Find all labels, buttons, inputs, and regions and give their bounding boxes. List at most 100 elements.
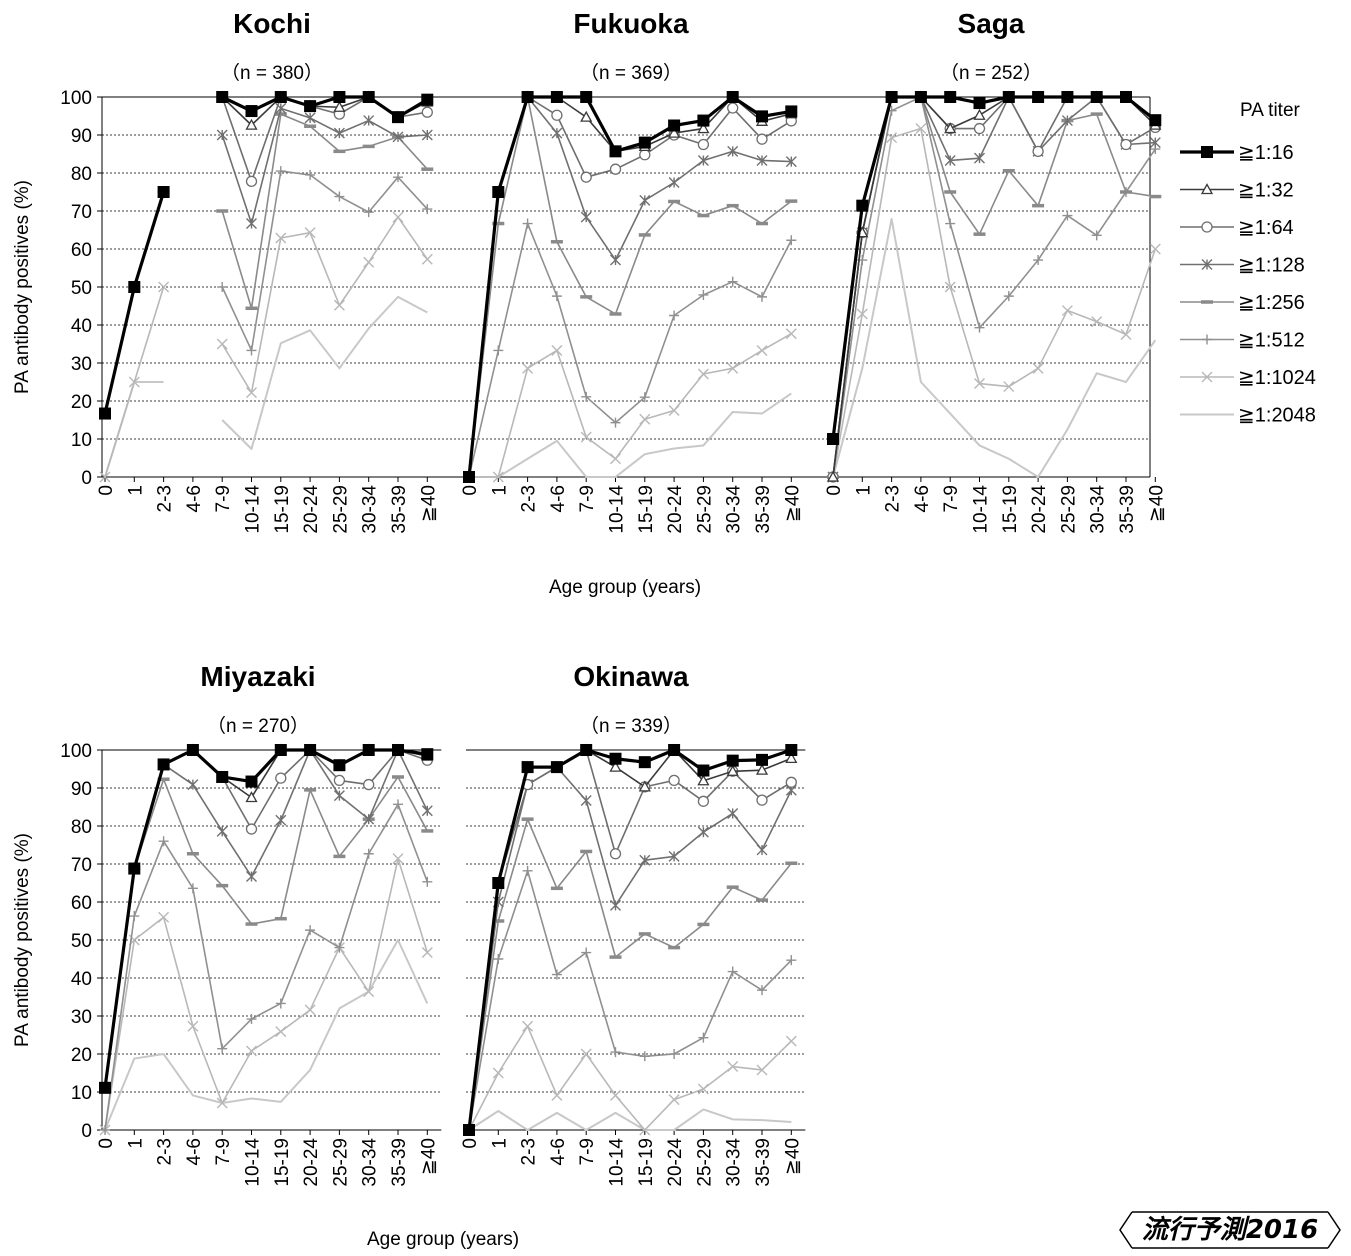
data-point bbox=[610, 453, 621, 465]
data-point bbox=[915, 123, 927, 135]
data-point bbox=[1120, 91, 1132, 103]
y-tick-label: 30 bbox=[71, 354, 92, 375]
y-tick-label: 70 bbox=[71, 855, 92, 876]
series-line bbox=[104, 857, 429, 1131]
y-tick-label: 10 bbox=[71, 1083, 92, 1104]
data-point bbox=[639, 1124, 651, 1136]
legend-label: ≧1:1024 bbox=[1238, 367, 1316, 389]
data-point bbox=[974, 152, 985, 164]
chart-subtitle: （n = 339） bbox=[580, 715, 682, 737]
data-point bbox=[697, 774, 710, 786]
series-8 bbox=[832, 217, 1157, 478]
chart-title: Kochi bbox=[233, 8, 311, 39]
data-point bbox=[757, 985, 767, 996]
y-tick-label: 40 bbox=[71, 969, 92, 990]
data-point bbox=[245, 823, 258, 835]
series-1 bbox=[99, 744, 434, 1094]
data-point bbox=[245, 175, 258, 188]
x-tick-label: 2-3 bbox=[155, 485, 176, 512]
data-point bbox=[99, 471, 111, 483]
data-point bbox=[667, 126, 681, 138]
x-tick-label: 7-9 bbox=[577, 485, 598, 512]
data-point bbox=[668, 744, 681, 756]
data-point bbox=[421, 93, 434, 106]
data-point bbox=[698, 289, 709, 300]
data-point bbox=[421, 748, 434, 761]
x-tick-label: 15-19 bbox=[636, 485, 657, 534]
data-point bbox=[1032, 362, 1044, 374]
data-point bbox=[1090, 91, 1103, 103]
data-point bbox=[944, 122, 957, 134]
legend-marker bbox=[1200, 183, 1214, 195]
data-point bbox=[885, 91, 898, 103]
x-tick-label: 25-29 bbox=[694, 485, 715, 534]
data-point bbox=[1002, 91, 1015, 103]
legend-marker bbox=[1201, 371, 1213, 383]
data-point bbox=[609, 752, 622, 765]
data-point bbox=[129, 911, 140, 922]
legend-label: ≧1:512 bbox=[1238, 330, 1305, 352]
x-tick-label: 0 bbox=[96, 1138, 117, 1149]
data-point bbox=[826, 470, 840, 482]
series-line bbox=[469, 392, 792, 478]
series-line bbox=[468, 222, 793, 478]
data-point bbox=[609, 760, 622, 772]
data-point bbox=[246, 218, 257, 230]
series-1 bbox=[463, 91, 798, 483]
data-point bbox=[217, 1043, 228, 1054]
y-tick-label: 0 bbox=[81, 1121, 92, 1142]
x-tick-label: 30-34 bbox=[360, 1138, 381, 1187]
data-point bbox=[333, 790, 345, 802]
data-point bbox=[639, 149, 651, 161]
legend: PA titer ≧1:16 ≧1:32 ≧1:64 ≧1:128 ≧1:256 ≧1:51… bbox=[1180, 100, 1316, 427]
series-6 bbox=[464, 865, 797, 1135]
data-point bbox=[639, 392, 650, 403]
data-point bbox=[99, 1081, 111, 1094]
x-tick-label: 35-39 bbox=[753, 1138, 774, 1187]
data-point bbox=[334, 942, 345, 953]
chart-panel-miyazaki: Miyazaki（n = 270）0102030405060708090100P… bbox=[12, 661, 442, 1187]
data-point bbox=[493, 345, 504, 356]
data-point bbox=[668, 405, 680, 416]
data-point bbox=[697, 122, 710, 134]
data-point bbox=[973, 97, 986, 110]
data-point bbox=[580, 171, 592, 183]
series-line bbox=[468, 1025, 792, 1131]
x-tick-label: 4-6 bbox=[184, 485, 205, 512]
x-tick-label: 1 bbox=[489, 485, 510, 496]
data-point bbox=[639, 194, 651, 206]
legend-label: ≧1:16 bbox=[1238, 142, 1294, 164]
x-tick-label: 1 bbox=[853, 485, 874, 496]
data-point bbox=[187, 779, 199, 791]
series-line bbox=[221, 216, 428, 394]
data-point bbox=[216, 91, 229, 103]
x-tick-label: 15-19 bbox=[272, 485, 293, 534]
data-point bbox=[275, 232, 287, 244]
data-point bbox=[1003, 381, 1015, 393]
data-point bbox=[551, 291, 562, 302]
x-tick-label: 1 bbox=[125, 485, 146, 496]
data-point bbox=[274, 744, 287, 756]
series-line bbox=[103, 748, 428, 1089]
data-point bbox=[580, 744, 593, 756]
x-tick-label: 20-24 bbox=[1029, 485, 1050, 534]
data-point bbox=[522, 865, 533, 876]
series-8 bbox=[469, 392, 792, 478]
data-point bbox=[785, 105, 798, 118]
chart-panel-fukuoka: Fukuoka （n = 369） 0 1 2-3 4-6 7-9 10-14 15-19 20-… bbox=[460, 8, 830, 534]
y-tick-label: 100 bbox=[60, 741, 92, 762]
data-point bbox=[186, 744, 199, 756]
data-point bbox=[973, 122, 986, 135]
data-point bbox=[914, 91, 927, 103]
series-line bbox=[832, 217, 1157, 478]
data-point bbox=[974, 378, 985, 390]
data-point bbox=[304, 100, 317, 113]
data-point bbox=[550, 91, 563, 103]
data-point bbox=[187, 1020, 199, 1032]
x-tick-label: 2-3 bbox=[883, 485, 904, 512]
x-tick-label: 1 bbox=[125, 1138, 146, 1149]
x-tick-label: 10-14 bbox=[243, 1138, 264, 1187]
data-point bbox=[157, 186, 170, 198]
data-point bbox=[697, 826, 709, 838]
data-point bbox=[304, 744, 317, 756]
